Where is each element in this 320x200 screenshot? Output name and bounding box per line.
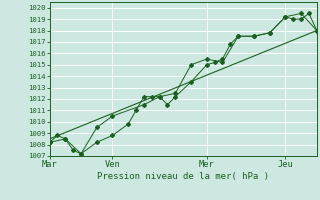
X-axis label: Pression niveau de la mer( hPa ): Pression niveau de la mer( hPa ) [97, 172, 269, 181]
